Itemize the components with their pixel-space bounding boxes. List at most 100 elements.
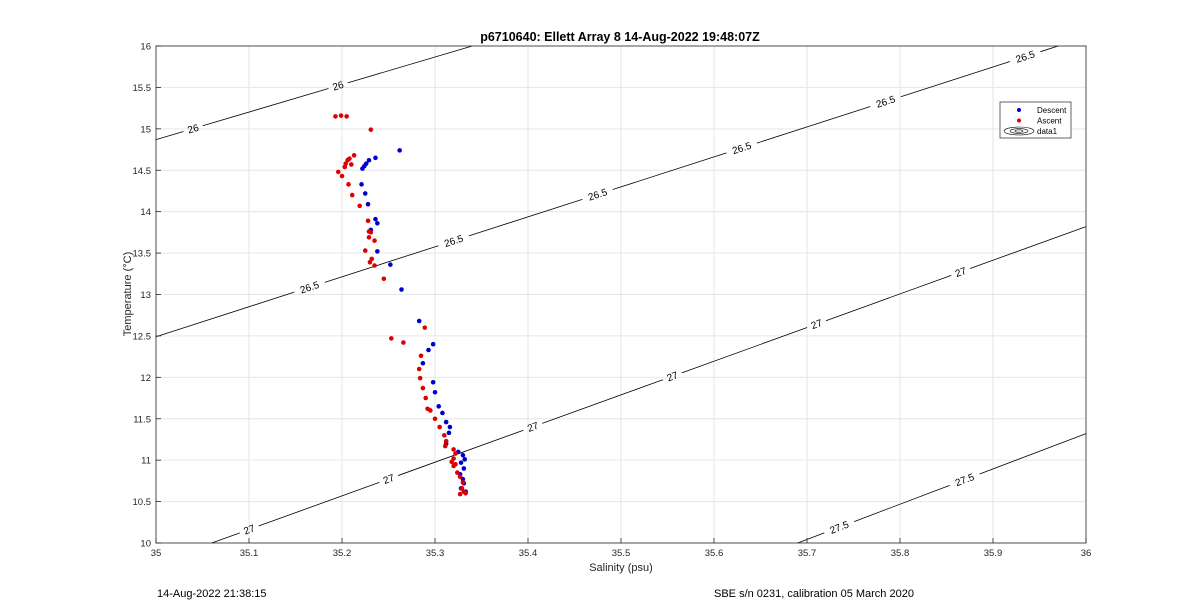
y-tick-label: 14 [140,207,151,218]
contour-line [155,45,1059,338]
ascent-point [453,451,458,456]
ascent-point [372,263,377,268]
footer-calibration: SBE s/n 0231, calibration 05 March 2020 [714,588,914,600]
ascent-point [428,408,433,413]
contour-label: 27 [954,266,969,280]
x-tick-label: 36 [1081,548,1092,559]
ascent-point [333,114,338,119]
contour-label: 26.5 [299,280,321,297]
ascent-point [457,474,463,480]
descent-point [420,360,426,366]
y-tick-label: 13 [140,290,151,301]
ascent-point [460,480,466,485]
ascent-point [388,336,394,341]
legend-label: Descent [1037,106,1067,115]
footer-timestamp: 14-Aug-2022 21:38:15 [157,588,267,600]
ascent-point [342,164,348,170]
ascent-point [451,447,456,452]
grid [155,45,1087,544]
descent-point [460,452,466,458]
contour-label: 27 [810,318,825,332]
contour-label: 27 [666,370,681,384]
descent-point [366,158,372,163]
descent-point [426,347,431,353]
y-tick-label: 14.5 [133,166,152,177]
x-tick-label: 35.1 [240,548,259,559]
x-axis-label: Salinity (psu) [589,562,653,574]
ascent-point [357,203,362,209]
contour-label: 27 [526,421,541,435]
x-tick-label: 35.7 [798,548,817,559]
descent-point [461,466,467,471]
y-tick-label: 10.5 [133,497,152,508]
ascent-point [344,114,349,119]
x-axis: 35 35.1 35.2 35.3 35.4 35.5 35.6 35.7 35.8 35.9 36 [151,538,1092,559]
ascent-point [367,259,373,265]
x-tick-label: 35 [151,548,162,559]
ascent-point [365,218,371,224]
y-tick-label: 12 [140,373,151,384]
ascent-point [381,276,387,282]
contour-label: 26.5 [731,141,753,158]
contour-label: 26 [331,80,345,94]
ascent-point [366,235,372,240]
contour-label: 27.5 [954,472,977,489]
y-tick-label: 13.5 [133,249,152,260]
ascent-point [455,470,460,475]
descent-point [432,389,438,395]
ascent-point [339,173,345,179]
descent-point [447,424,453,430]
ascent-point [335,169,341,175]
ascent-point [417,375,423,381]
ascent-point [401,340,406,345]
y-tick-label: 16 [140,42,151,53]
contour-line [155,45,473,140]
ascent-point [451,463,456,469]
ascent-point [349,192,355,198]
ascent-point [362,248,368,253]
contour-label: 26 [187,123,201,137]
descent-point [362,191,368,196]
data-points [333,113,468,497]
contour-label: 27 [242,523,257,537]
ascent-point [437,424,442,430]
legend-label: Ascent [1037,117,1062,126]
contour-label: 27.5 [829,519,852,536]
y-tick-label: 10 [140,539,151,550]
legend-label: data1 [1037,127,1058,136]
ascent-point [442,433,447,438]
ascent-point [457,491,463,497]
legend-marker-descent [1017,108,1021,112]
ascent-point [449,459,455,465]
descent-point [399,287,404,292]
y-tick-label: 12.5 [133,331,152,342]
contour-label: 26.5 [587,187,609,204]
contour-label: 27 [382,473,397,487]
x-tick-label: 35.2 [333,548,352,559]
x-tick-label: 35.6 [705,548,724,559]
descent-point [388,262,393,267]
ascent-point [346,182,351,187]
ascent-point [422,325,428,330]
descent-point [430,380,436,385]
descent-point [440,410,445,416]
x-tick-label: 35.3 [426,548,445,559]
y-tick-label: 15 [140,124,151,135]
ascent-point [368,127,374,132]
ascent-point [463,491,468,496]
descent-point [397,148,402,153]
descent-point [373,216,378,222]
ascent-point [443,438,449,444]
y-axis: 10 10.5 11 11.5 12 12.5 13 13.5 14 14.5 15 15.5 16 [133,42,161,550]
descent-point [375,220,380,226]
legend-marker-ascent [1017,118,1021,123]
descent-point [443,419,449,425]
x-tick-label: 35.5 [612,548,631,559]
legend-marker-contour [1014,129,1024,133]
x-tick-label: 35.4 [519,548,538,559]
contour-line [797,433,1087,544]
descent-point [462,457,468,462]
descent-point [359,182,364,187]
descent-point [360,166,365,171]
